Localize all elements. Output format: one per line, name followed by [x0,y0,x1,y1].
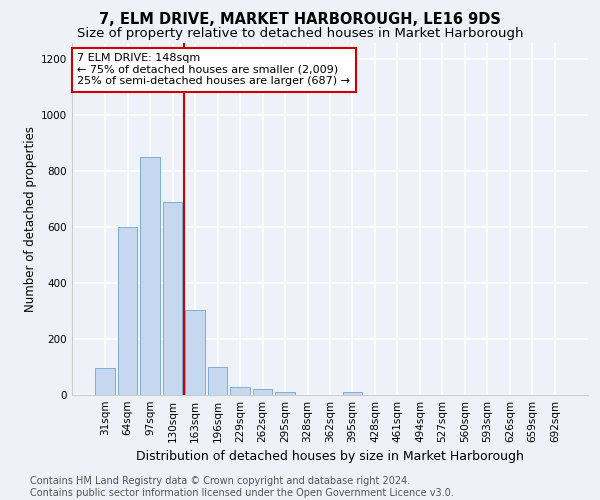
Text: 7, ELM DRIVE, MARKET HARBOROUGH, LE16 9DS: 7, ELM DRIVE, MARKET HARBOROUGH, LE16 9D… [99,12,501,28]
Bar [343,392,362,395]
Bar [208,367,227,395]
Bar [253,389,272,395]
Bar [118,227,137,395]
Bar [95,368,115,395]
Text: Contains HM Land Registry data © Crown copyright and database right 2024.
Contai: Contains HM Land Registry data © Crown c… [30,476,454,498]
X-axis label: Distribution of detached houses by size in Market Harborough: Distribution of detached houses by size … [136,450,524,464]
Bar [140,157,160,395]
Bar [185,310,205,395]
Bar [230,386,250,395]
Text: 7 ELM DRIVE: 148sqm
← 75% of detached houses are smaller (2,009)
25% of semi-det: 7 ELM DRIVE: 148sqm ← 75% of detached ho… [77,53,350,86]
Bar [275,392,295,395]
Text: Size of property relative to detached houses in Market Harborough: Size of property relative to detached ho… [77,28,523,40]
Bar [163,202,182,395]
Y-axis label: Number of detached properties: Number of detached properties [24,126,37,312]
